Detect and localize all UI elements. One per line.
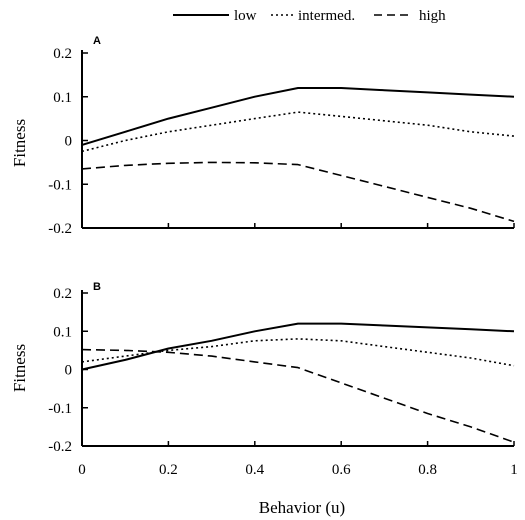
panel-a-y-tick-label: 0.2: [53, 46, 72, 62]
panel-b-x-tick-label: 1: [510, 462, 518, 478]
panel-a-y-tick-label: 0: [65, 134, 73, 150]
panel-b-x-tick-label: 0.4: [245, 462, 264, 478]
panel-b-x-tick-label: 0.6: [332, 462, 351, 478]
panel-b-y-tick-label: 0.2: [53, 286, 72, 302]
legend-label-intermed: intermed.: [298, 8, 355, 24]
panel-b-y-tick-label: 0: [65, 363, 73, 379]
panel-a-y-tick-label: -0.2: [48, 221, 72, 237]
panel-a-series-low: [81, 87, 515, 146]
panel-b-axes: [81, 290, 515, 447]
panel-a-series-intermed: [81, 111, 515, 153]
panel-b-series-low: [81, 322, 515, 371]
x-axis-label: Behavior (u): [259, 498, 345, 517]
panel-b-series-high: [81, 348, 515, 443]
panel-a-y-tick-label: 0.1: [53, 90, 72, 106]
panel-b-series-intermed: [81, 338, 515, 367]
panel-a-y-tick-labels: 0.2 0.1 0 -0.1 -0.2: [48, 46, 72, 237]
panel-b-series: [81, 322, 515, 443]
panel-b-x-tick-label: 0: [78, 462, 86, 478]
panel-b-x-tick-label: 0.8: [418, 462, 437, 478]
panel-b-y-tick-label: -0.1: [48, 401, 72, 417]
panel-b: B 0.2 0.1 0 -0.1 -0.2 0 0.2 0.4 0.6 0.8 1 Fitness…: [10, 281, 518, 517]
panel-a-series: [81, 87, 515, 223]
panel-a: A 0.2 0.1 0 -0.1 -0.2 Fitness: [10, 35, 515, 237]
panel-a-y-axis-label: Fitness: [10, 119, 29, 167]
panel-b-y-axis-label: Fitness: [10, 344, 29, 392]
panel-b-y-tick-labels: 0.2 0.1 0 -0.1 -0.2: [48, 286, 72, 455]
legend-label-low: low: [234, 8, 257, 24]
panel-b-y-tick-label: 0.1: [53, 324, 72, 340]
legend: low intermed. high: [173, 8, 446, 24]
panel-b-x-tick-labels: 0 0.2 0.4 0.6 0.8 1: [78, 462, 518, 478]
panel-b-x-tick-label: 0.2: [159, 462, 178, 478]
panel-a-y-tick-label: -0.1: [48, 177, 72, 193]
panel-a-axes: [81, 50, 515, 229]
panel-a-label: A: [93, 35, 101, 47]
legend-label-high: high: [419, 8, 446, 24]
panel-b-label: B: [93, 281, 101, 293]
panel-a-series-high: [81, 161, 515, 223]
panel-b-y-tick-label: -0.2: [48, 439, 72, 455]
